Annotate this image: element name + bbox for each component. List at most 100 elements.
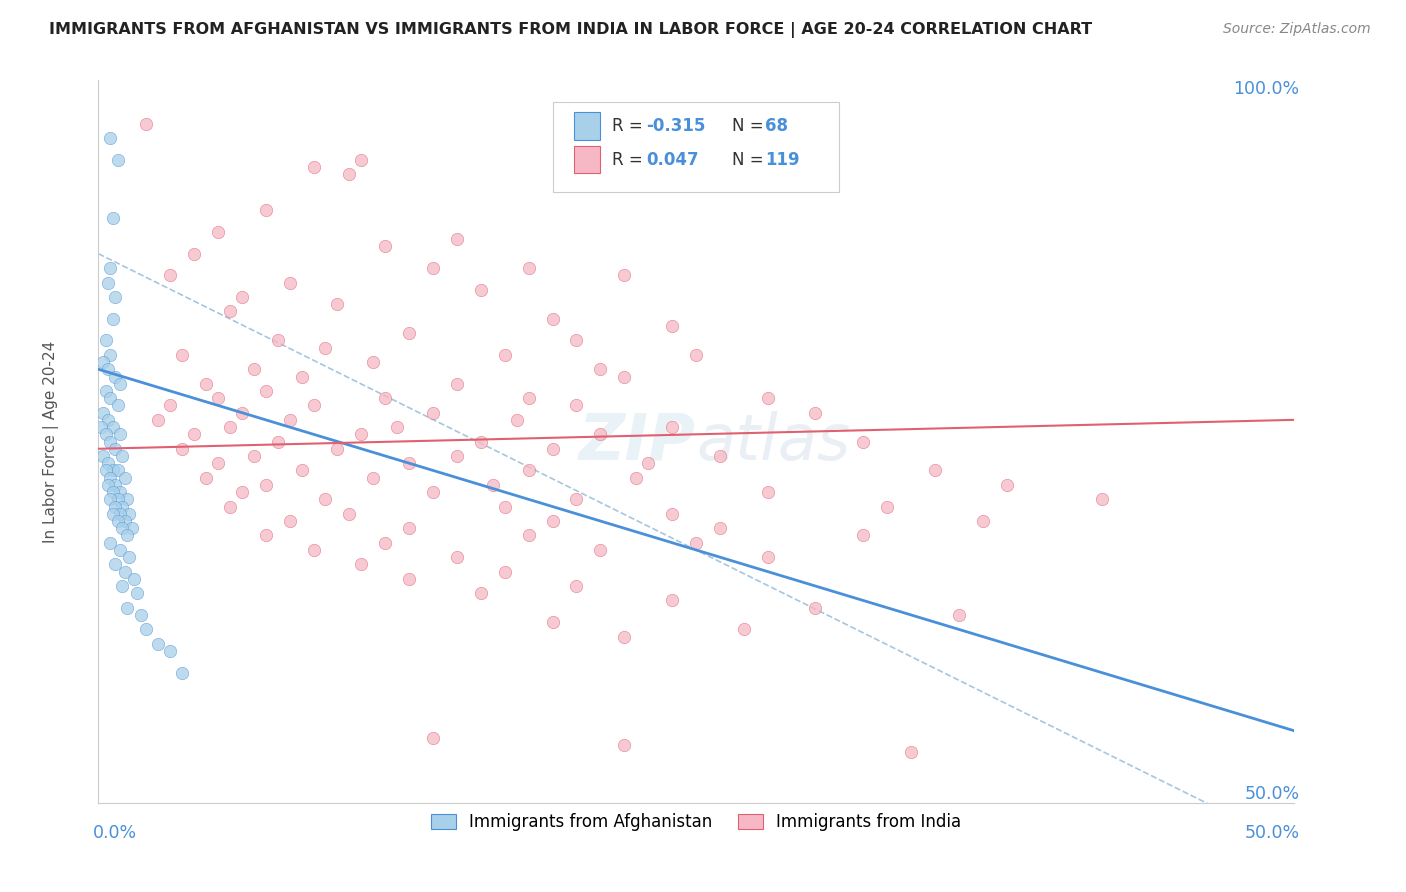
Point: [111, 500, 134, 514]
Point: [94, 427, 117, 442]
Point: [613, 738, 636, 752]
Point: [267, 334, 290, 348]
Point: [385, 420, 409, 434]
Point: [291, 463, 314, 477]
Point: [470, 283, 492, 297]
Point: [91, 449, 114, 463]
Point: [115, 492, 138, 507]
Point: [278, 514, 301, 528]
Point: [108, 507, 131, 521]
Point: [1091, 492, 1114, 507]
Text: atlas: atlas: [696, 410, 851, 473]
Point: [114, 514, 136, 528]
Point: [541, 615, 564, 630]
Point: [948, 607, 970, 622]
Text: -0.315: -0.315: [645, 117, 706, 135]
Point: [350, 427, 373, 442]
Point: [422, 731, 444, 745]
Point: [470, 434, 492, 449]
Point: [207, 391, 229, 405]
Point: [101, 211, 124, 225]
Point: [101, 463, 124, 477]
Point: [374, 535, 396, 549]
Point: [107, 463, 129, 477]
Point: [243, 449, 266, 463]
Point: [98, 492, 122, 507]
Point: [278, 276, 301, 290]
Point: [98, 470, 122, 484]
Point: [104, 369, 127, 384]
Bar: [574, 146, 600, 173]
Point: [91, 406, 114, 420]
Point: [541, 442, 564, 456]
Point: [291, 369, 314, 384]
Point: [852, 434, 875, 449]
Point: [398, 572, 420, 586]
Point: [315, 492, 337, 507]
Point: [219, 420, 242, 434]
Text: N =: N =: [733, 151, 769, 169]
Point: [398, 326, 420, 341]
Point: [115, 600, 138, 615]
Point: [254, 528, 277, 542]
Point: [108, 485, 131, 500]
Point: [326, 442, 349, 456]
Point: [108, 376, 131, 391]
Point: [207, 456, 229, 470]
Point: [339, 507, 361, 521]
Point: [183, 427, 205, 442]
Point: [446, 376, 468, 391]
Point: [900, 745, 922, 759]
Point: [135, 117, 157, 131]
Point: [422, 261, 444, 276]
Point: [97, 456, 120, 470]
Point: [470, 586, 492, 600]
Point: [159, 644, 181, 658]
Point: [94, 334, 117, 348]
Point: [111, 521, 134, 535]
Point: [302, 542, 325, 557]
Point: [148, 637, 170, 651]
Point: [517, 463, 540, 477]
Point: [94, 463, 117, 477]
Point: [231, 485, 253, 500]
Point: [90, 420, 112, 434]
Point: [446, 232, 468, 246]
Point: [219, 500, 242, 514]
Point: [315, 341, 337, 355]
Point: [118, 507, 141, 521]
Text: 0.0%: 0.0%: [93, 824, 136, 842]
Point: [613, 630, 636, 644]
Point: [108, 427, 131, 442]
Point: [254, 203, 277, 218]
Point: [172, 442, 194, 456]
Point: [733, 623, 755, 637]
Point: [613, 369, 636, 384]
Point: [565, 492, 588, 507]
Point: [398, 456, 420, 470]
Point: [613, 268, 636, 283]
Point: [124, 854, 146, 868]
Bar: [574, 112, 600, 139]
Point: [107, 398, 129, 412]
Point: [422, 485, 444, 500]
Point: [231, 290, 253, 304]
Point: [101, 311, 124, 326]
Point: [661, 507, 683, 521]
Point: [114, 565, 136, 579]
Point: [517, 261, 540, 276]
FancyBboxPatch shape: [553, 102, 839, 193]
Text: N =: N =: [733, 117, 769, 135]
Point: [207, 225, 229, 239]
Point: [685, 535, 707, 549]
Text: 100.0%: 100.0%: [1233, 80, 1299, 98]
Point: [446, 550, 468, 565]
Point: [626, 470, 648, 484]
Point: [118, 550, 141, 565]
Point: [446, 449, 468, 463]
Point: [172, 348, 194, 362]
Point: [125, 586, 148, 600]
Point: [101, 420, 124, 434]
Point: [363, 470, 385, 484]
Point: [231, 406, 253, 420]
